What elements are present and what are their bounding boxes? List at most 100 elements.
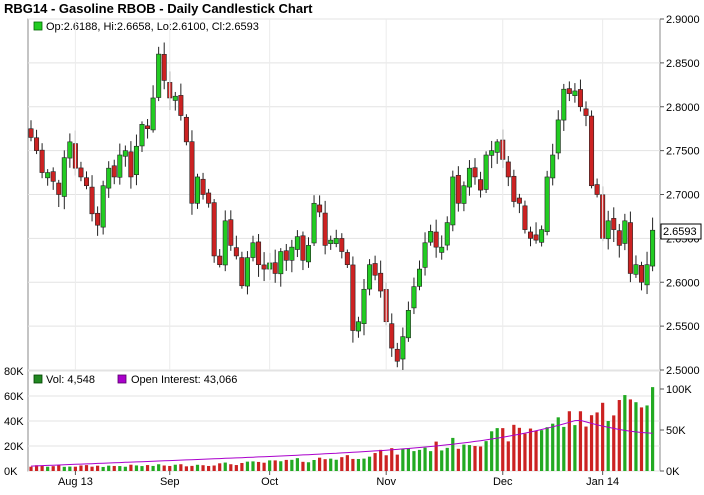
volume-bar: [190, 465, 194, 471]
volume-bar: [373, 453, 377, 471]
price-tick-label: 2.6000: [666, 277, 700, 289]
x-tick-label: Jan 14: [586, 476, 619, 488]
candles: [28, 42, 656, 370]
candle: [189, 141, 195, 204]
candle: [250, 242, 256, 258]
volume-bar: [412, 451, 416, 471]
candle: [367, 264, 373, 290]
candle: [522, 205, 528, 230]
candle: [577, 89, 583, 108]
volume-bar: [173, 464, 177, 471]
legend-swatch-price: [33, 21, 43, 31]
candle: [439, 246, 445, 253]
volume-bar: [123, 466, 127, 471]
volume-bar: [628, 399, 632, 471]
candle: [344, 252, 350, 265]
volume-bar: [140, 466, 144, 471]
volume-legend: Vol: 4,548: [46, 374, 95, 386]
candle: [28, 128, 34, 138]
volume-bar: [584, 426, 588, 471]
volume-bar: [295, 458, 299, 471]
candle: [128, 151, 134, 178]
volume-bar: [118, 466, 122, 471]
volume-bar: [34, 465, 39, 471]
open-interest-line: [30, 419, 653, 467]
x-tick-label: Dec: [493, 476, 513, 488]
volume-bar: [562, 426, 566, 471]
candle: [605, 220, 611, 240]
candle: [405, 310, 411, 339]
volume-bar: [290, 459, 294, 471]
open-interest-legend: Open Interest: 43,066: [131, 374, 237, 386]
candle: [611, 218, 617, 230]
volume-bar: [495, 428, 499, 471]
volume-bar: [79, 465, 83, 471]
volume-bar: [262, 462, 266, 471]
candle: [195, 176, 201, 204]
volume-bar: [390, 448, 394, 471]
candle: [516, 197, 522, 204]
candle: [294, 236, 300, 250]
candle: [494, 141, 500, 153]
candle: [100, 185, 106, 228]
oi-tick-label: 0K: [666, 466, 680, 478]
volume-tick-label: 60K: [4, 391, 24, 403]
candle: [622, 220, 628, 244]
volume-bar: [284, 459, 288, 471]
volume-bar: [595, 412, 599, 471]
candle: [355, 321, 361, 332]
price-grid: [28, 18, 660, 371]
candle: [217, 255, 223, 266]
volume-bar: [212, 465, 216, 471]
volume-bar: [551, 423, 555, 471]
volume-bar: [245, 461, 250, 471]
candle: [466, 167, 472, 188]
legend-swatch-oi: [117, 374, 127, 384]
legend-swatch-volume: [33, 374, 43, 384]
candle: [489, 150, 495, 156]
candle: [544, 176, 550, 232]
volume-bars: [29, 387, 655, 471]
volume-tick-label: 20K: [4, 441, 24, 453]
x-tick-label: Aug 13: [58, 476, 93, 488]
candle: [461, 185, 467, 204]
candle: [644, 264, 650, 286]
volume-bar: [62, 466, 66, 471]
candle: [478, 179, 484, 191]
candle: [211, 202, 217, 257]
volume-bar: [301, 461, 305, 471]
volume-bar: [334, 459, 338, 471]
volume-bar: [345, 455, 349, 471]
x-tick-label: Oct: [261, 476, 278, 488]
volume-bar: [312, 459, 316, 471]
volume-bar: [540, 430, 544, 471]
x-tick-label: Nov: [376, 476, 396, 488]
candle: [594, 184, 600, 195]
volume-bar: [162, 465, 166, 471]
volume-bar: [589, 415, 594, 471]
price-tick-label: 2.9000: [666, 14, 700, 26]
volume-bar: [384, 455, 388, 471]
candle: [56, 182, 62, 195]
volume-bar: [84, 465, 89, 471]
candle: [527, 231, 533, 239]
candle: [50, 171, 56, 182]
volume-bar: [473, 445, 477, 471]
volume-bar: [107, 465, 111, 471]
candle: [283, 250, 289, 261]
chart-title: RBG14 - Gasoline RBOB - Daily Candlestic…: [4, 1, 313, 16]
candle: [416, 268, 422, 287]
price-legend: Op:2.6188, Hi:2.6658, Lo:2.6100, Cl:2.65…: [46, 21, 259, 33]
candle: [378, 272, 384, 292]
volume-bar: [145, 465, 150, 471]
volume-bar: [462, 444, 466, 471]
candle: [533, 234, 539, 241]
volume-bar: [429, 451, 433, 471]
candle: [178, 95, 184, 116]
volume-bar: [478, 446, 483, 471]
candle: [111, 165, 117, 178]
volume-bar: [467, 445, 472, 471]
volume-bar: [623, 395, 627, 471]
volume-bar: [201, 465, 205, 471]
candle: [583, 108, 589, 116]
